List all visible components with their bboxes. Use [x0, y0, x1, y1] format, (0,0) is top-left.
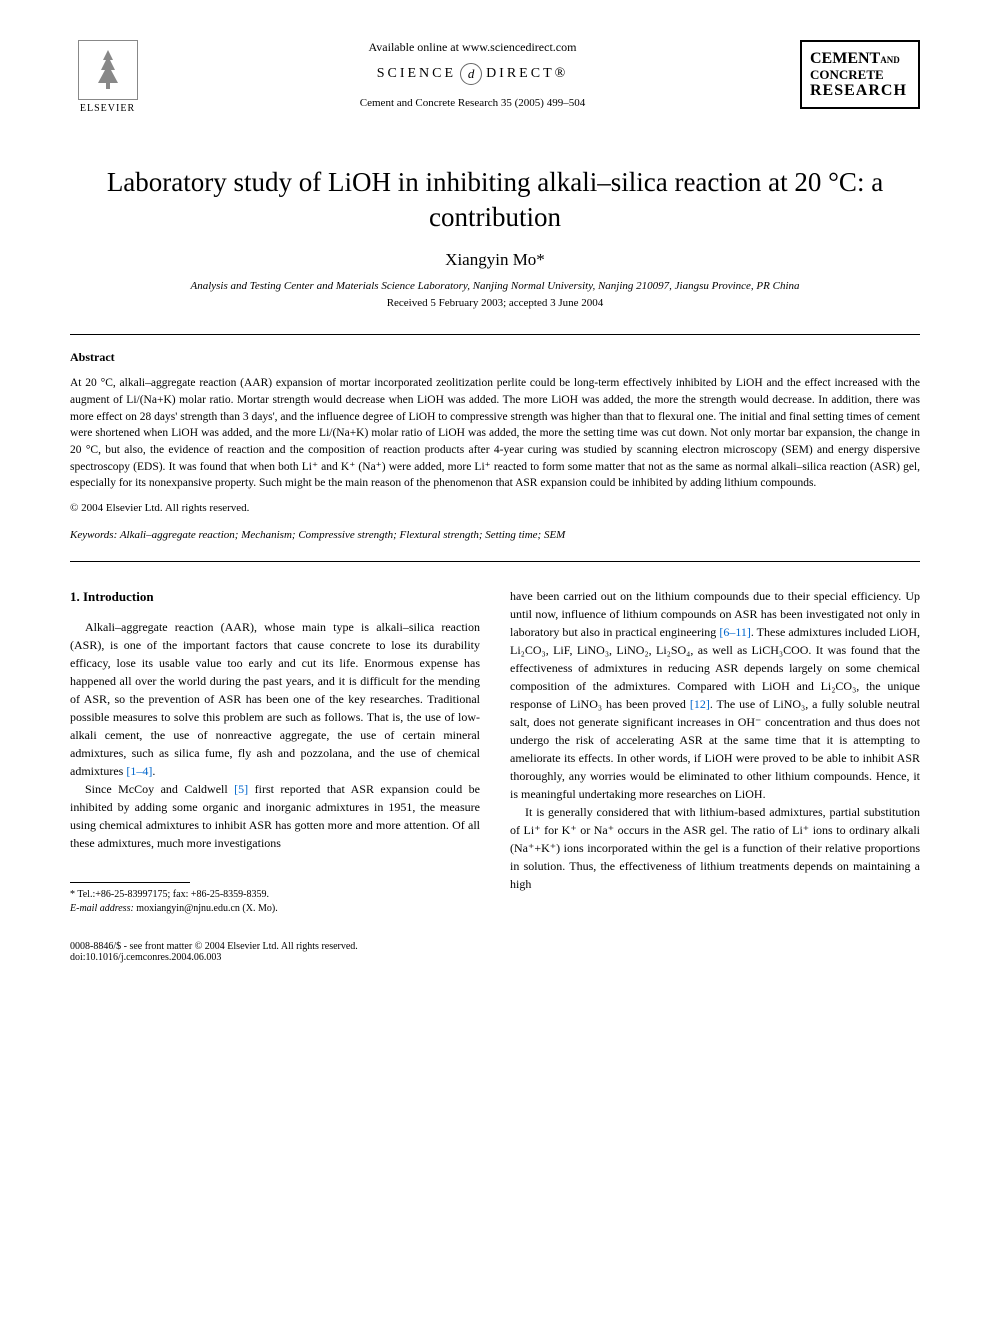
ref-link-5[interactable]: [5] [234, 782, 248, 796]
intro-para-3: It is generally considered that with lit… [510, 803, 920, 893]
footer-left: 0008-8846/$ - see front matter © 2004 El… [70, 941, 358, 963]
article-title: Laboratory study of LiOH in inhibiting a… [70, 165, 920, 235]
footer: 0008-8846/$ - see front matter © 2004 El… [70, 941, 920, 963]
science-direct-logo: SCIENCE d DIRECT® [165, 63, 780, 85]
footnote-rule [70, 882, 190, 883]
column-left: 1. Introduction Alkali–aggregate reactio… [70, 587, 480, 917]
ref-link-6-11[interactable]: [6–11] [719, 625, 751, 639]
intro-para-1: Alkali–aggregate reaction (AAR), whose m… [70, 618, 480, 780]
available-online-text: Available online at www.sciencedirect.co… [165, 40, 780, 55]
article-author: Xiangyin Mo* [70, 250, 920, 270]
center-header: Available online at www.sciencedirect.co… [145, 40, 800, 109]
science-text-right: DIRECT® [486, 66, 568, 82]
journal-citation: Cement and Concrete Research 35 (2005) 4… [165, 97, 780, 109]
abstract-text: At 20 °C, alkali–aggregate reaction (AAR… [70, 375, 920, 492]
article-affiliation: Analysis and Testing Center and Material… [70, 280, 920, 292]
column-right: have been carried out on the lithium com… [510, 587, 920, 917]
rule-above-abstract [70, 334, 920, 335]
rule-below-abstract [70, 561, 920, 562]
keywords-label: Keywords: [70, 529, 117, 541]
body-columns: 1. Introduction Alkali–aggregate reactio… [70, 587, 920, 917]
ref-link-1-4[interactable]: [1–4] [126, 764, 152, 778]
elsevier-logo: ELSEVIER [70, 40, 145, 125]
footnote-email-label: E-mail address: [70, 903, 134, 914]
footnote-email-value: moxiangyin@njnu.edu.cn (X. Mo). [134, 903, 278, 914]
elsevier-tree-icon [78, 40, 138, 100]
intro-para-2: Since McCoy and Caldwell [5] first repor… [70, 780, 480, 852]
footnote-tel: * Tel.:+86-25-83997175; fax: +86-25-8359… [70, 888, 480, 902]
footnote-email: E-mail address: moxiangyin@njnu.edu.cn (… [70, 902, 480, 916]
intro-para-2-cont: have been carried out on the lithium com… [510, 587, 920, 803]
keywords: Keywords: Alkali–aggregate reaction; Mec… [70, 529, 920, 541]
science-direct-d-icon: d [460, 63, 482, 85]
abstract-copyright: © 2004 Elsevier Ltd. All rights reserved… [70, 502, 920, 514]
article-dates: Received 5 February 2003; accepted 3 Jun… [70, 297, 920, 309]
header-row: ELSEVIER Available online at www.science… [70, 40, 920, 125]
ref-link-12[interactable]: [12] [690, 697, 710, 711]
science-text-left: SCIENCE [377, 66, 456, 82]
footer-doi: doi:10.1016/j.cemconres.2004.06.003 [70, 952, 358, 963]
elsevier-label: ELSEVIER [80, 103, 135, 114]
journal-logo-line2: CONCRETE [810, 68, 910, 82]
section-heading-intro: 1. Introduction [70, 587, 480, 607]
journal-logo-line3: RESEARCH [810, 82, 910, 100]
journal-logo: CEMENTAND CONCRETE RESEARCH [800, 40, 920, 109]
keywords-text: Alkali–aggregate reaction; Mechanism; Co… [117, 529, 565, 541]
journal-logo-line1: CEMENTAND [810, 50, 910, 68]
abstract-heading: Abstract [70, 350, 920, 365]
footer-front-matter: 0008-8846/$ - see front matter © 2004 El… [70, 941, 358, 952]
